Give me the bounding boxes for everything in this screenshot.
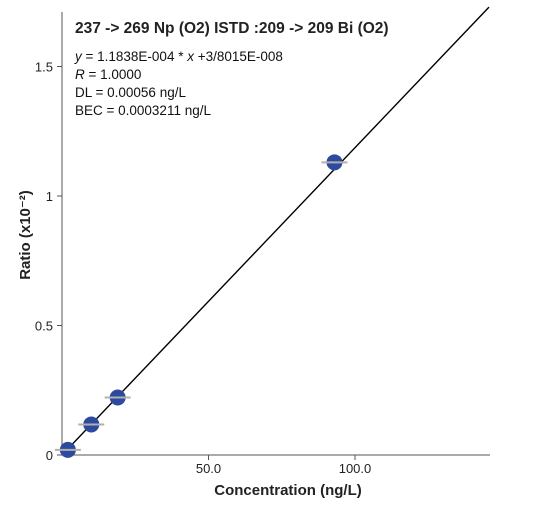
y-ticks: 0 0.5 1 1.5 (35, 60, 62, 463)
x-tick-label: 50.0 (196, 461, 221, 476)
x-axis-label: Concentration (ng/L) (214, 482, 361, 499)
x-tick-label: 100.0 (339, 461, 372, 476)
equation-y-var: y (74, 49, 83, 64)
r-var: R (75, 67, 85, 82)
y-tick-label: 1.5 (35, 60, 53, 75)
r-annotation: R = 1.0000 (75, 67, 141, 82)
regression-line (61, 6, 490, 456)
r-text: = 1.0000 (85, 67, 142, 82)
chart-title: 237 -> 269 Np (O2) ISTD :209 -> 209 Bi (… (75, 20, 389, 37)
y-tick-label: 1 (46, 189, 53, 204)
equation-text: = 1.1838E-004 * (82, 49, 187, 64)
equation-intercept: +3/8015E-008 (194, 49, 283, 64)
y-tick-label: 0.5 (35, 319, 53, 334)
data-points (54, 154, 348, 458)
annotation-block: y = 1.1838E-004 * x +3/8015E-008 R = 1.0… (74, 49, 283, 118)
equation-annotation: y = 1.1838E-004 * x +3/8015E-008 (74, 49, 283, 64)
y-tick-label: 0 (46, 448, 53, 463)
x-ticks: 50.0 100.0 (196, 455, 371, 476)
bec-annotation: BEC = 0.0003211 ng/L (75, 103, 211, 118)
axes (61, 12, 490, 456)
y-axis-label: Ratio (x10⁻²) (17, 190, 34, 280)
equation-x-var: x (186, 49, 195, 64)
dl-annotation: DL = 0.00056 ng/L (75, 85, 186, 100)
